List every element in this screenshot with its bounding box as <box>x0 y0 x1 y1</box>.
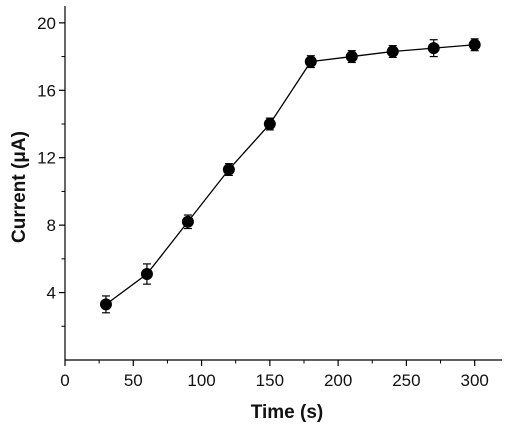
x-tick-label: 300 <box>461 371 489 390</box>
data-point <box>386 45 399 58</box>
x-tick-label: 200 <box>324 371 352 390</box>
x-tick-label: 250 <box>392 371 420 390</box>
data-point <box>263 118 276 130</box>
data-point <box>99 298 112 311</box>
error-bars <box>101 38 479 314</box>
y-tick-label: 8 <box>47 216 56 235</box>
data-point <box>468 38 481 51</box>
series-line-group <box>105 44 475 305</box>
ticks: 0 50 100 150 200 250 300 4 8 12 16 20 <box>37 14 489 390</box>
y-tick-label: 20 <box>37 14 56 33</box>
data-point <box>181 215 194 228</box>
data-point <box>222 163 235 176</box>
x-axis-title: Time (s) <box>251 402 324 423</box>
series-line <box>105 44 475 305</box>
data-point <box>345 50 358 63</box>
data-points <box>99 38 481 311</box>
data-point <box>427 42 440 55</box>
x-tick-label: 100 <box>187 371 215 390</box>
x-tick-label: 50 <box>124 371 143 390</box>
x-tick-label: 0 <box>60 371 69 390</box>
data-point <box>304 55 317 68</box>
data-point <box>140 268 153 281</box>
y-tick-label: 16 <box>37 81 56 100</box>
axes <box>64 6 502 361</box>
y-axis-title: Current (μA) <box>9 131 30 243</box>
y-tick-label: 12 <box>37 149 56 168</box>
y-tick-label: 4 <box>47 284 56 303</box>
x-tick-label: 150 <box>256 371 284 390</box>
